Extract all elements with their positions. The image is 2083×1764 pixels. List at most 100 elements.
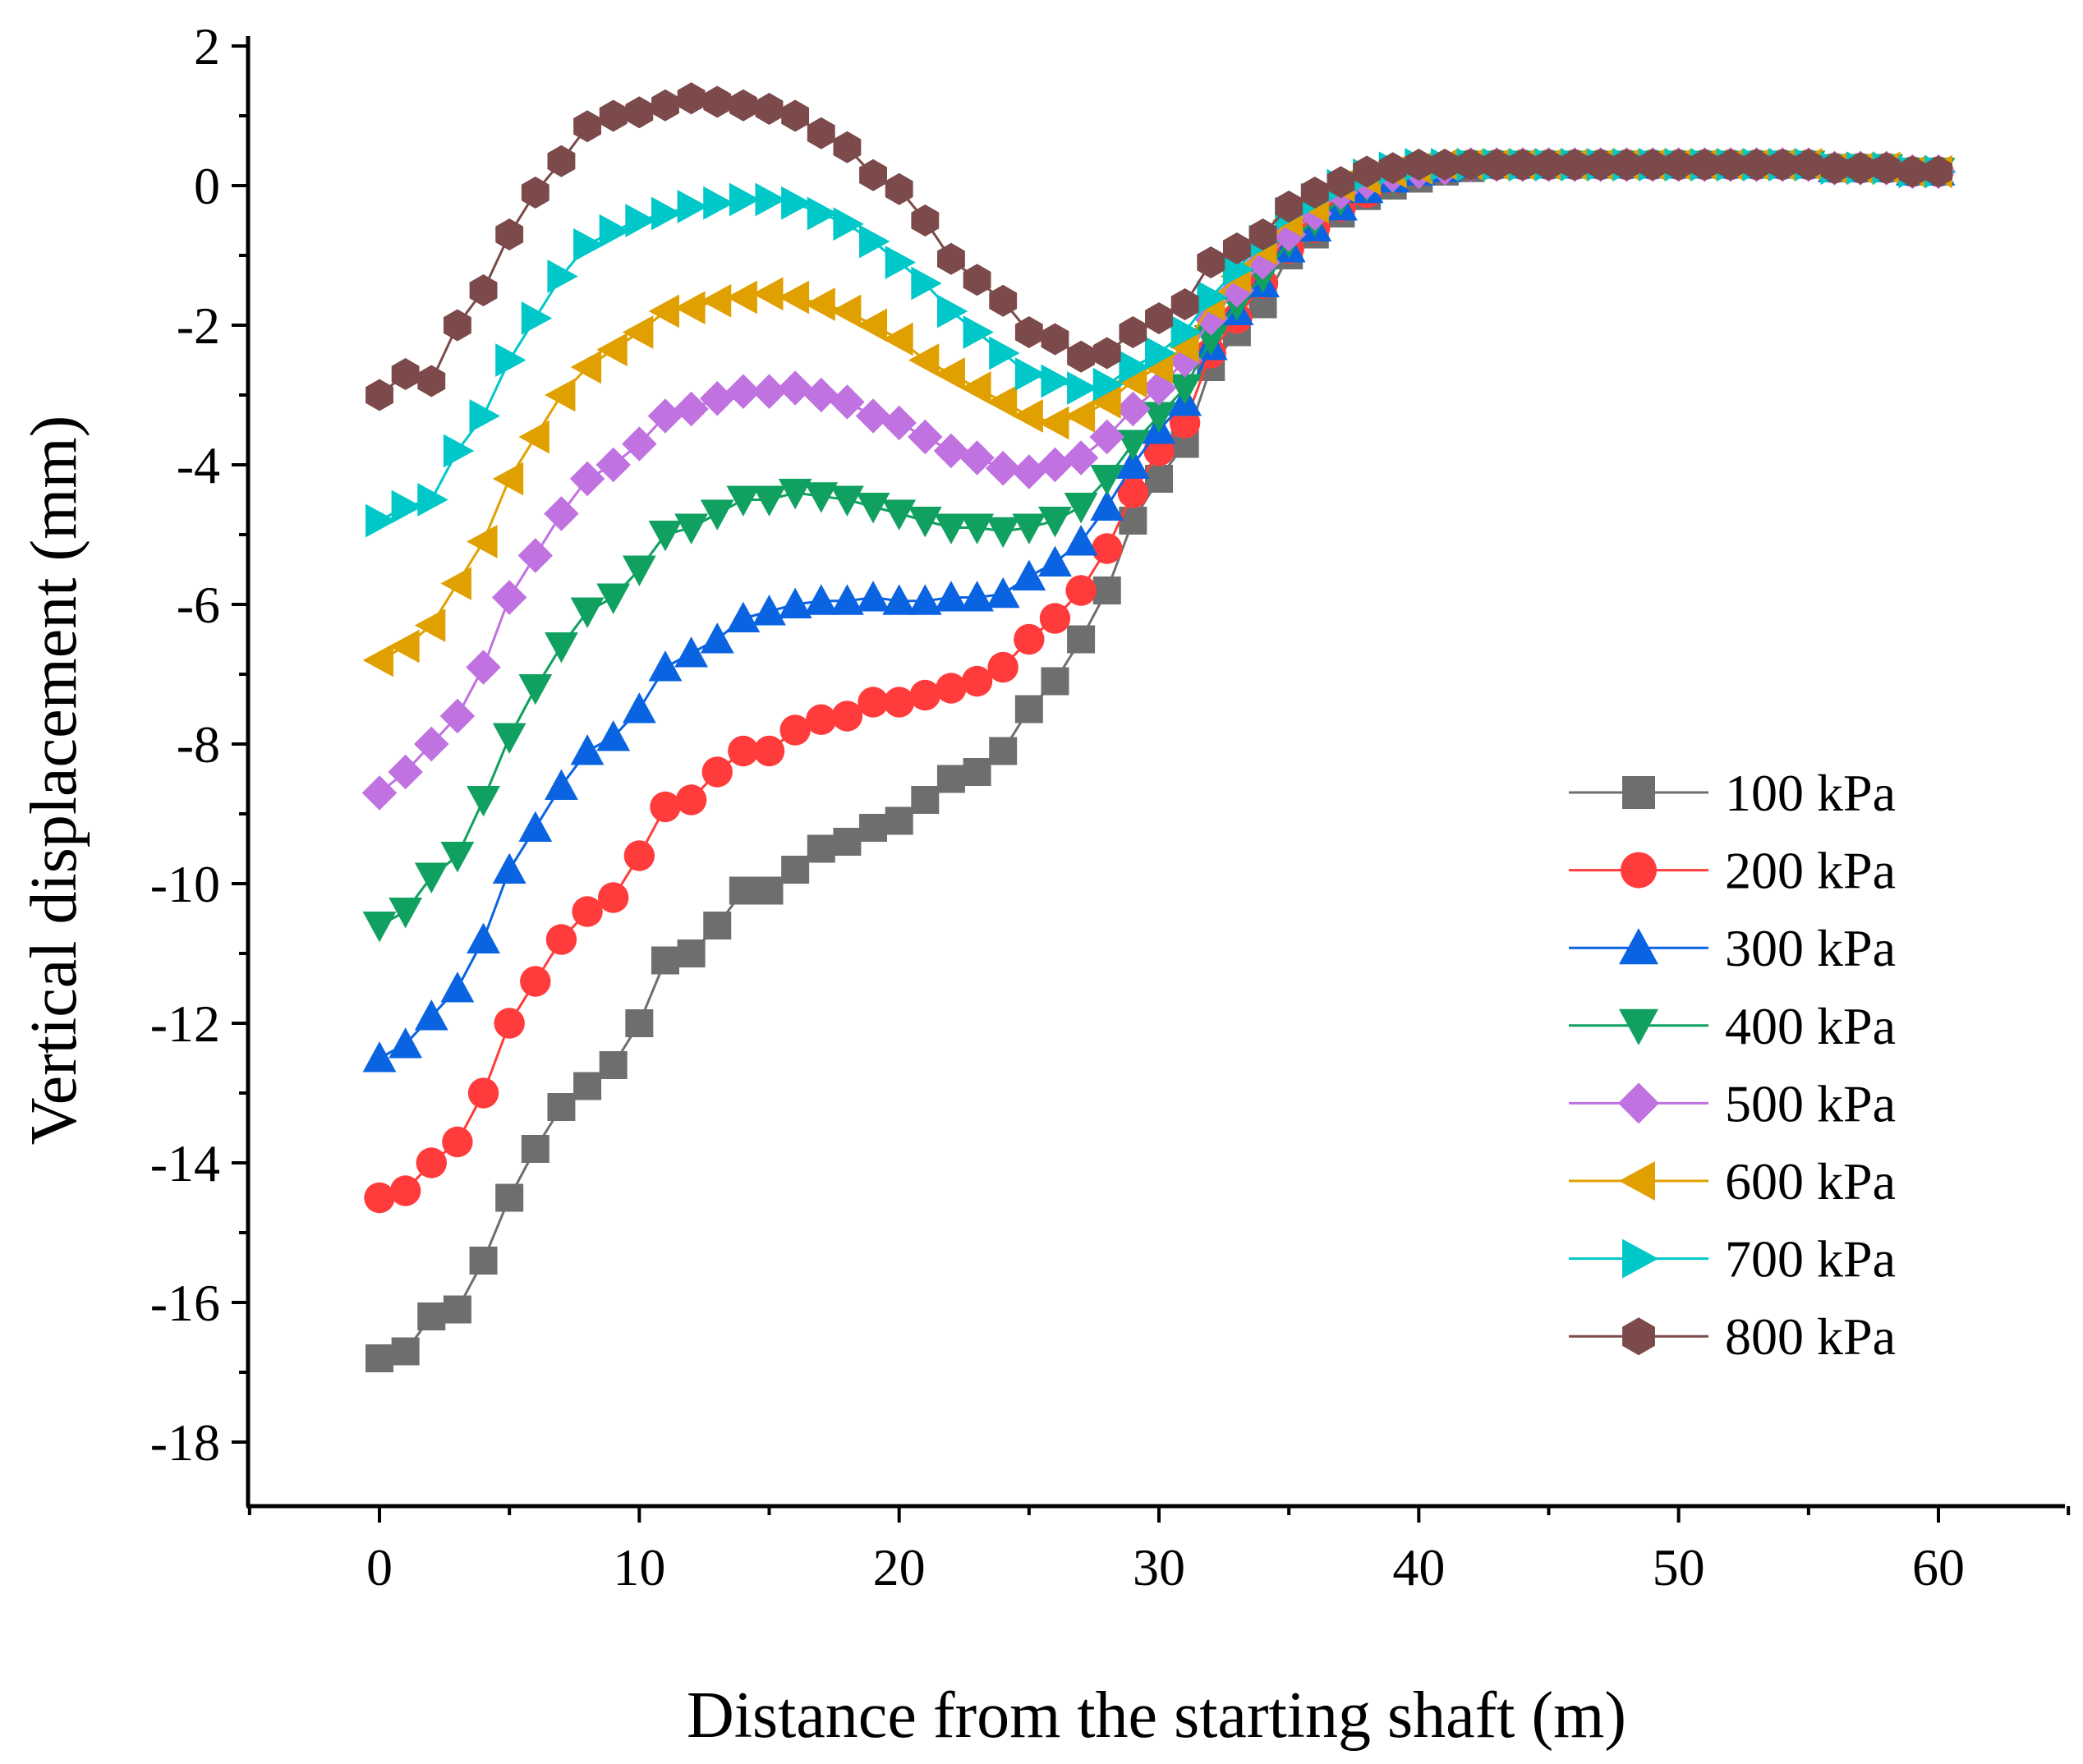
- data-point: [414, 862, 448, 893]
- data-point: [856, 493, 890, 524]
- data-point: [547, 260, 578, 293]
- data-point: [752, 277, 784, 311]
- x-axis-ticks: 0 10 20 30 40 50 60: [247, 1506, 2071, 1596]
- data-point: [518, 811, 553, 842]
- data-point: [806, 704, 837, 735]
- data-point: [830, 384, 865, 420]
- data-point: [1300, 176, 1329, 209]
- data-point: [960, 371, 991, 405]
- data-point: [1820, 152, 1849, 185]
- data-point: [1405, 148, 1433, 181]
- y-tick-label: -4: [177, 436, 220, 494]
- data-point: [495, 1183, 524, 1212]
- data-point: [391, 357, 420, 391]
- legend-marker: [1622, 776, 1655, 809]
- data-point: [804, 482, 839, 513]
- data-point: [417, 483, 448, 517]
- data-point: [545, 924, 577, 955]
- data-point: [366, 379, 393, 411]
- data-point: [855, 398, 891, 434]
- data-point: [1378, 152, 1407, 185]
- data-point: [467, 1077, 499, 1109]
- data-point: [1742, 148, 1771, 181]
- y-tick-label: -6: [177, 576, 220, 634]
- data-point: [1872, 152, 1901, 185]
- data-point: [443, 434, 475, 468]
- data-point: [595, 447, 631, 483]
- data-point: [521, 176, 549, 209]
- data-point: [882, 499, 917, 531]
- data-point: [1012, 399, 1043, 433]
- data-point: [752, 485, 786, 517]
- data-point: [885, 806, 913, 835]
- data-point: [1222, 232, 1251, 265]
- data-point: [389, 629, 420, 664]
- series-line: [379, 163, 1938, 927]
- data-point: [989, 737, 1018, 765]
- x-tick-label: 10: [613, 1538, 665, 1596]
- data-point: [417, 365, 446, 397]
- x-tick-label: 60: [1912, 1538, 1965, 1596]
- data-point: [1508, 148, 1537, 181]
- data-point: [778, 280, 810, 315]
- data-point: [755, 876, 784, 905]
- legend-marker: [1622, 1317, 1655, 1356]
- data-point: [647, 398, 683, 434]
- y-axis-ticks: 2 0 -2 -4 -6 -8 -10 -12 -14 -16 -18: [150, 17, 248, 1472]
- data-point: [725, 374, 761, 409]
- data-point: [1090, 489, 1124, 521]
- legend-label: 700 kPa: [1725, 1230, 1896, 1289]
- data-point: [1639, 148, 1667, 181]
- data-point: [467, 786, 500, 817]
- data-point: [674, 291, 706, 325]
- y-tick-label: -8: [177, 715, 220, 774]
- data-point: [703, 85, 732, 118]
- x-tick-label: 0: [366, 1538, 393, 1596]
- data-point: [1014, 695, 1043, 724]
- data-point: [1431, 148, 1459, 181]
- data-point: [1037, 447, 1073, 483]
- data-point: [987, 651, 1019, 683]
- data-point: [856, 581, 890, 612]
- data-point: [1067, 625, 1096, 654]
- data-point: [1067, 371, 1098, 405]
- data-point: [1483, 148, 1511, 181]
- y-tick-label: -14: [150, 1134, 220, 1192]
- legend: 100 kPa 200 kPa 300 kPa 400 kPa 500 kPa 600 k…: [1569, 764, 1896, 1366]
- data-point: [1092, 337, 1121, 370]
- data-point: [989, 336, 1020, 370]
- data-point: [1115, 391, 1151, 427]
- data-point: [700, 283, 732, 318]
- data-point: [908, 584, 942, 615]
- legend-label: 600 kPa: [1725, 1152, 1896, 1210]
- data-point: [701, 756, 733, 788]
- data-point: [467, 525, 498, 558]
- data-point: [937, 242, 965, 275]
- data-point: [960, 581, 994, 612]
- legend-marker: [1622, 1238, 1658, 1279]
- data-point: [781, 856, 810, 884]
- data-point: [859, 158, 887, 191]
- data-point: [778, 587, 812, 618]
- data-point: [1197, 280, 1228, 315]
- y-tick-label: -18: [150, 1413, 220, 1472]
- data-point: [1142, 402, 1176, 433]
- data-point: [1586, 148, 1615, 181]
- data-point: [362, 912, 397, 943]
- data-point: [1063, 440, 1099, 475]
- data-point: [1064, 399, 1096, 433]
- legend-marker: [1619, 1161, 1655, 1201]
- data-point: [648, 521, 683, 552]
- data-point: [833, 131, 862, 163]
- data-point: [518, 674, 553, 705]
- data-point: [414, 609, 446, 642]
- data-point: [1092, 367, 1124, 402]
- data-point: [726, 601, 761, 632]
- data-point: [569, 461, 605, 497]
- data-point: [517, 538, 554, 573]
- data-point: [807, 834, 835, 863]
- data-point: [675, 784, 707, 815]
- series-group: [361, 82, 1957, 1372]
- y-tick-label: -2: [177, 296, 220, 355]
- data-point: [677, 82, 706, 115]
